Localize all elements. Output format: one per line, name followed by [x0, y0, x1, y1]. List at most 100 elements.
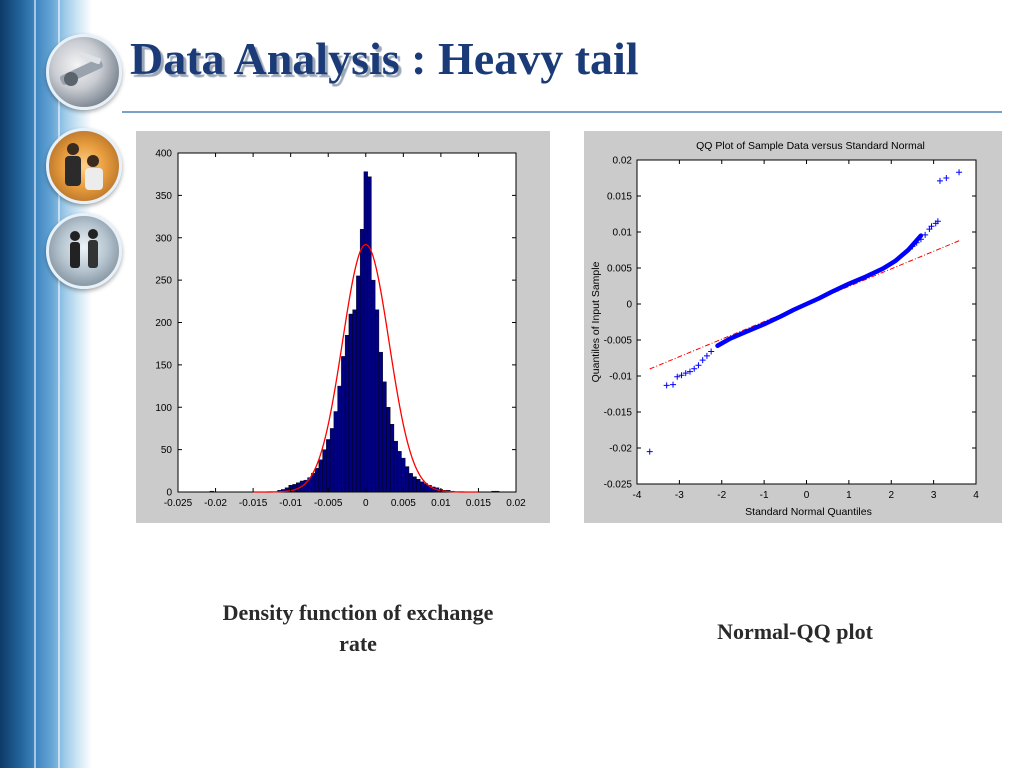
y-tick-label: -0.01 [609, 372, 632, 383]
qq-point [909, 243, 916, 250]
x-tick-label: 0 [804, 490, 810, 501]
x-tick-label: 0.005 [391, 498, 416, 509]
sidebar-stripe [34, 0, 36, 768]
page-title: Data Analysis : Heavy tail [130, 36, 639, 82]
y-tick-label: 150 [155, 360, 172, 371]
qq-point [691, 365, 698, 372]
qq-point [686, 368, 693, 375]
y-tick-label: 0.01 [613, 228, 633, 239]
histogram-bar [209, 490, 214, 493]
qq-point [663, 382, 670, 389]
histogram-bar [322, 449, 327, 493]
histogram-bar [341, 356, 346, 493]
walking-people-photo-icon-graphic [70, 229, 98, 268]
histogram-bar [420, 481, 425, 493]
qq-point [956, 169, 963, 176]
histogram-bar [344, 335, 350, 493]
histogram-bar [318, 459, 323, 493]
qq-point [703, 352, 710, 359]
histogram-bar [359, 229, 365, 493]
histogram-bar [329, 428, 335, 493]
qq-point [699, 357, 706, 364]
y-tick-label: 250 [155, 276, 172, 287]
office-supplies-photo-icon [46, 34, 122, 110]
x-tick-label: 0 [363, 498, 369, 509]
x-tick-label: 0.02 [506, 498, 526, 509]
y-tick-label: 0.015 [607, 192, 632, 203]
x-tick-label: 2 [888, 490, 894, 501]
y-tick-label: 100 [155, 403, 172, 414]
left-caption-line1: Density function of exchange [222, 600, 494, 625]
histogram-chart: -0.025 -0.02 -0.015 -0.01 -0.005 0 0.005 0.01 0.… [155, 149, 526, 510]
sidebar-gradient [0, 0, 92, 768]
histogram-bar [416, 479, 421, 493]
x-tick-label: 0.015 [466, 498, 491, 509]
left-caption-line2: rate [339, 631, 377, 656]
qq-point [670, 381, 677, 388]
plot-area [636, 159, 977, 485]
qq-point [678, 372, 685, 379]
y-tick-label: 0.005 [607, 264, 632, 275]
y-tick-label: -0.02 [609, 444, 632, 455]
qq-point [682, 370, 689, 377]
right-caption: Normal-QQ plot [717, 619, 873, 644]
histogram-bar [292, 484, 297, 493]
histogram-bar [371, 279, 376, 493]
y-tick-label: 350 [155, 191, 172, 202]
histogram-bar [412, 476, 417, 493]
x-tick-label: -0.025 [164, 498, 193, 509]
x-tick-label: -0.015 [239, 498, 268, 509]
histogram-panel: -0.025 -0.02 -0.015 -0.01 -0.005 0 0.005 0.01 0.… [136, 131, 550, 523]
page-title-main: Data Analysis [130, 33, 400, 84]
histogram-bar [393, 440, 398, 493]
sidebar-stripe [58, 0, 60, 768]
histogram-bar [337, 385, 342, 493]
histogram-bar [491, 490, 496, 493]
business-people-photo-icon [46, 128, 122, 204]
histogram-bar [401, 457, 406, 493]
qq-point [913, 239, 920, 246]
qq-point [922, 231, 929, 238]
y-tick-label: -0.025 [604, 480, 633, 491]
qq-point [943, 175, 950, 181]
qq-point [936, 177, 943, 184]
page-title-subtitle: : Heavy tail [399, 33, 639, 84]
histogram-bar [374, 309, 380, 493]
histogram-bar [363, 171, 368, 493]
x-tick-label: -1 [760, 490, 769, 501]
x-tick-label: 4 [973, 490, 979, 501]
y-tick-label: 50 [161, 445, 173, 456]
y-tick-label: 300 [155, 233, 172, 244]
x-tick-label: -0.01 [279, 498, 302, 509]
y-tick-label: 0 [626, 300, 632, 311]
histogram-bar [352, 309, 357, 493]
histogram-bar [495, 490, 500, 493]
x-tick-label: -3 [675, 490, 684, 501]
histogram-bar [386, 407, 391, 493]
y-tick-label: -0.015 [604, 408, 633, 419]
histogram-bar [333, 411, 338, 493]
y-tick-label: 0 [166, 488, 172, 499]
histogram-bar [389, 424, 395, 493]
qq-point-band [715, 233, 924, 349]
qq-point [708, 348, 715, 355]
qq-panel: QQ Plot of Sample Data versus Standard N… [584, 131, 1002, 523]
business-people-photo-icon-graphic [65, 143, 103, 190]
x-tick-label: 0.01 [431, 498, 451, 509]
y-tick-label: 200 [155, 318, 172, 329]
chart-title: QQ Plot of Sample Data versus Standard N… [696, 140, 925, 152]
x-axis-label: Standard Normal Quantiles [745, 506, 872, 518]
walking-people-photo-icon [46, 213, 122, 289]
office-supplies-photo-icon-graphic [59, 51, 103, 86]
x-tick-label: -0.005 [314, 498, 343, 509]
y-tick-label: 0.02 [613, 156, 633, 167]
histogram-bar [378, 351, 383, 493]
x-tick-label: -4 [633, 490, 642, 501]
x-tick-label: -0.02 [204, 498, 227, 509]
histogram-bar [367, 176, 372, 493]
qq-point [928, 223, 935, 230]
y-axis-label: Quantiles of Input Sample [590, 261, 602, 382]
qq-point [917, 236, 924, 243]
qq-point [646, 448, 653, 455]
histogram-bar [405, 466, 410, 493]
